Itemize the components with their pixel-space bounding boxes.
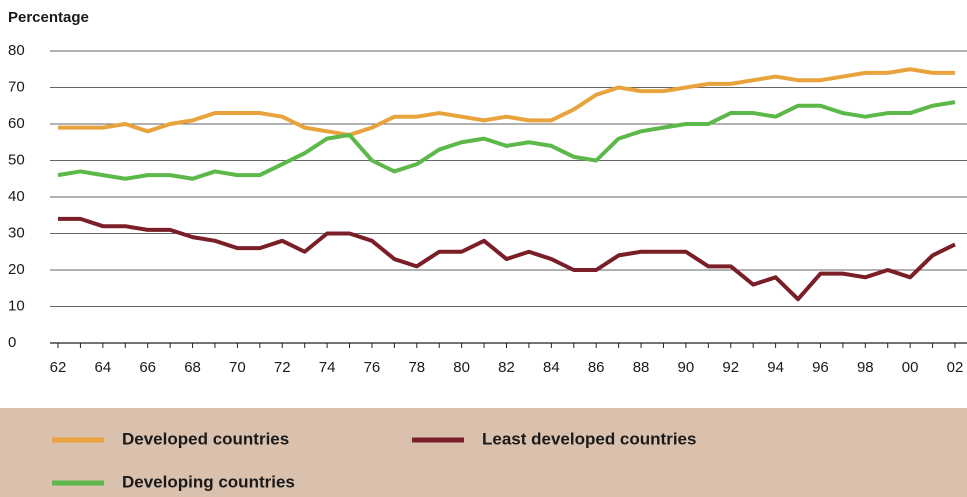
y-tick-label: 0 xyxy=(8,334,16,351)
y-tick-label: 60 xyxy=(8,115,25,132)
x-tick-label: 72 xyxy=(274,359,291,376)
data-line xyxy=(58,67,955,137)
x-tick-label: 88 xyxy=(633,359,650,376)
y-tick-label: 80 xyxy=(8,42,25,59)
x-tick-label: 74 xyxy=(319,359,336,376)
x-tick-label: 80 xyxy=(453,359,470,376)
y-tick-label: 30 xyxy=(8,224,25,241)
y-tick-label: 10 xyxy=(8,297,25,314)
legend-background xyxy=(0,408,967,497)
y-axis-label: Percentage xyxy=(8,9,89,26)
x-tick-label: 70 xyxy=(229,359,246,376)
y-tick-label: 40 xyxy=(8,188,25,205)
x-tick-label: 90 xyxy=(678,359,695,376)
x-tick-label: 78 xyxy=(408,359,425,376)
data-line xyxy=(58,216,956,302)
y-tick-label: 50 xyxy=(8,151,25,168)
x-tick-label: 84 xyxy=(543,359,560,376)
x-tick-label: 96 xyxy=(812,359,829,376)
legend-label: Developing countries xyxy=(122,472,295,491)
data-line xyxy=(57,100,956,181)
x-tick-label: 02 xyxy=(947,359,964,376)
x-tick-label: 62 xyxy=(50,359,67,376)
y-tick-label: 20 xyxy=(8,261,25,278)
x-tick-label: 68 xyxy=(184,359,201,376)
x-tick-label: 94 xyxy=(767,359,784,376)
y-tick-label: 70 xyxy=(8,78,25,95)
x-tick-label: 86 xyxy=(588,359,605,376)
x-tick-label: 92 xyxy=(722,359,739,376)
legend-label: Developed countries xyxy=(122,429,289,448)
plot-background xyxy=(0,0,967,408)
x-tick-label: 64 xyxy=(95,359,112,376)
legend-label: Least developed countries xyxy=(482,429,696,448)
x-tick-label: 00 xyxy=(902,359,919,376)
x-tick-label: 76 xyxy=(364,359,381,376)
x-tick-label: 66 xyxy=(139,359,156,376)
x-tick-label: 98 xyxy=(857,359,874,376)
x-tick-label: 82 xyxy=(498,359,515,376)
